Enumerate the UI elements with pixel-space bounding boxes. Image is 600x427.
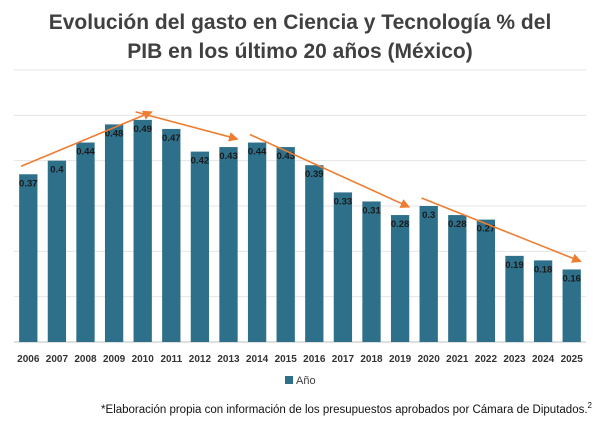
- data-label-2015: 0.43: [276, 151, 295, 162]
- legend-label: Año: [296, 375, 316, 387]
- x-tick-2008: 2008: [74, 354, 97, 365]
- x-tick-2017: 2017: [332, 354, 355, 365]
- x-tick-2022: 2022: [475, 354, 498, 365]
- footnote-text: *Elaboración propia con información de l…: [101, 403, 588, 416]
- trend-arrow-3: [249, 133, 411, 208]
- data-label-2021: 0.28: [448, 219, 467, 230]
- data-label-2012: 0.42: [191, 156, 210, 167]
- data-label-2025: 0.16: [562, 273, 581, 284]
- data-label-2020: 0.3: [422, 210, 435, 221]
- data-label-2009: 0.48: [105, 128, 124, 139]
- bar-2011: [162, 128, 181, 342]
- data-label-2023: 0.19: [505, 260, 524, 271]
- x-tick-2006: 2006: [17, 354, 40, 365]
- x-tick-2013: 2013: [217, 354, 240, 365]
- data-label-2013: 0.43: [219, 151, 238, 162]
- bar-2022: [476, 219, 496, 342]
- bar-2008: [76, 142, 95, 342]
- bar-2013: [219, 147, 238, 342]
- x-tick-2009: 2009: [103, 354, 126, 365]
- data-label-2022: 0.27: [477, 224, 496, 235]
- x-tick-2021: 2021: [446, 354, 469, 365]
- trend-arrow-4: [421, 197, 582, 263]
- bar-2018: [362, 201, 381, 342]
- data-label-2016: 0.39: [305, 169, 324, 180]
- x-tick-2012: 2012: [189, 354, 212, 365]
- x-tick-2019: 2019: [389, 354, 412, 365]
- bars: [19, 119, 581, 343]
- bar-2021: [448, 215, 467, 342]
- trend-arrow-2: [135, 111, 239, 142]
- x-tick-2007: 2007: [46, 354, 69, 365]
- x-tick-labels: 2006 2007 2008 2009 2010 2011 2012 2013 2014 2015…: [17, 354, 583, 365]
- trend-arrow-1: [20, 110, 153, 168]
- data-label-2008: 0.44: [76, 147, 95, 158]
- data-label-2007: 0.4: [50, 165, 64, 176]
- legend-swatch: [285, 376, 293, 384]
- x-tick-2024: 2024: [532, 354, 555, 365]
- data-label-2010: 0.49: [133, 124, 152, 135]
- bar-2006: [19, 174, 38, 342]
- x-tick-2014: 2014: [246, 354, 269, 365]
- x-tick-2016: 2016: [303, 354, 326, 365]
- bar-2012: [190, 151, 210, 342]
- bar-2020: [419, 206, 438, 342]
- x-tick-2020: 2020: [418, 354, 441, 365]
- bar-2007: [47, 160, 67, 342]
- bar-2017: [333, 192, 353, 342]
- x-tick-2011: 2011: [160, 354, 182, 365]
- footnote-superscript: 2: [587, 401, 592, 410]
- legend: Año: [285, 375, 316, 387]
- bar-2009: [104, 124, 124, 343]
- bar-2015: [276, 147, 295, 342]
- chart-title-line-2: PIB en los último 20 años (México): [127, 40, 473, 63]
- x-tick-2025: 2025: [561, 354, 584, 365]
- data-label-2019: 0.28: [391, 219, 410, 230]
- data-label-2018: 0.31: [362, 205, 381, 216]
- x-tick-2023: 2023: [503, 354, 526, 365]
- gridlines: [14, 69, 586, 343]
- data-label-2024: 0.18: [534, 264, 553, 275]
- bar-2014: [247, 142, 267, 342]
- bar-2023: [505, 255, 524, 342]
- data-label-2017: 0.33: [334, 196, 353, 207]
- bar-2025: [562, 269, 581, 342]
- bar-2019: [390, 215, 410, 342]
- x-tick-2015: 2015: [275, 354, 298, 365]
- chart-title-line-1: Evolución del gasto en Ciencia y Tecnolo…: [48, 11, 552, 34]
- data-label-2011: 0.47: [162, 133, 181, 144]
- x-tick-2010: 2010: [132, 354, 155, 365]
- footnote: *Elaboración propia con información de l…: [0, 401, 592, 416]
- bar-2024: [533, 260, 553, 342]
- chart-title: Evolución del gasto en Ciencia y Tecnolo…: [0, 8, 600, 66]
- data-label-2006: 0.37: [19, 178, 38, 189]
- x-tick-2018: 2018: [360, 354, 383, 365]
- bar-2016: [305, 165, 324, 342]
- data-label-2014: 0.44: [248, 147, 267, 158]
- bar-2010: [133, 119, 152, 342]
- trend-arrows: [20, 110, 582, 263]
- data-labels: 0.37 0.4 0.44 0.48 0.49 0.47 0.42 0.43 0.44 0.43 0…: [19, 124, 581, 285]
